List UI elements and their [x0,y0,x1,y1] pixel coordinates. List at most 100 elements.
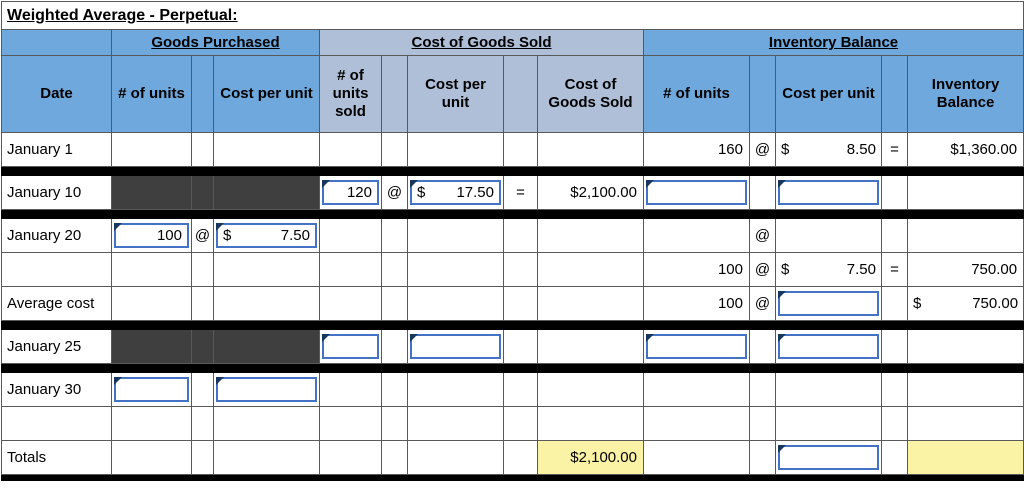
row-average-cost: Average cost 100 @ $750.00 [1,286,1024,321]
shaded-cell [213,329,320,364]
totals-inventory-cost-input[interactable] [778,445,879,470]
flag-icon [410,180,418,188]
empty-cell [643,406,750,441]
average-cost-input[interactable] [778,291,879,316]
empty-cell [111,406,192,441]
empty-cell [643,440,750,475]
empty-cell [381,329,408,364]
at-sign: @ [749,286,776,321]
jan10-inventory-cost-cell [775,175,882,210]
empty-cell [775,406,882,441]
jan20-inventory-units: 100 [643,252,750,287]
empty-cell [213,286,320,321]
totals-cogs-total: $2,100.00 [537,440,644,475]
empty-cell [749,175,776,210]
equals-sign: = [503,175,538,210]
empty-cell [407,440,504,475]
shaded-cell [111,329,192,364]
empty-cell [537,372,644,407]
empty-cell [319,372,382,407]
jan20-purchased-units-value: 100 [156,227,182,244]
jan25-cogs-cost-input[interactable] [410,334,501,359]
at-sign: @ [191,218,214,253]
jan10-units-sold-cell: 120 [319,175,382,210]
jan10-cogs-cost-input[interactable]: $17.50 [410,180,501,205]
average-inventory-balance-value: 750.00 [972,295,1019,312]
jan10-cogs-cost: $17.50 [417,184,494,201]
jan10-inventory-units-input[interactable] [646,180,747,205]
inventory-worksheet: Weighted Average - Perpetual: Goods Purc… [0,1,1024,481]
separator-bar [0,166,1024,176]
jan30-purchased-units-input[interactable] [114,377,189,402]
header-cogs-units-sold: # of units sold [319,55,382,133]
empty-cell [111,440,192,475]
jan25-inventory-cost-input[interactable] [778,334,879,359]
empty-cell [191,252,214,287]
empty-cell [381,218,408,253]
average-inventory-balance: $750.00 [913,295,1018,312]
jan20-purchased-cost-input[interactable]: $7.50 [216,223,317,248]
jan10-inventory-units-cell [643,175,750,210]
flag-icon [646,334,654,342]
empty-cell [407,132,504,167]
section-separator [0,363,1024,373]
jan30-date: January 30 [1,372,112,407]
empty-cell [749,329,776,364]
jan25-date: January 25 [1,329,112,364]
jan25-units-sold-cell [319,329,382,364]
jan25-units-sold-input[interactable] [322,334,379,359]
jan10-inventory-cost-input[interactable] [778,180,879,205]
flag-icon [114,377,122,385]
header-inventory-units: # of units [643,55,750,133]
header-purchased-at-spacer [191,55,214,133]
empty-cell [881,218,908,253]
shaded-cell [111,175,192,210]
jan30-purchased-cost-input[interactable] [216,377,317,402]
header-inventory-cost: Cost per unit [775,55,882,133]
jan25-inventory-units-input[interactable] [646,334,747,359]
header-cogs-eq-spacer [503,55,538,133]
empty-cell [213,406,320,441]
dollar-sign: $ [781,261,790,278]
jan10-units-sold-input[interactable]: 120 [322,180,379,205]
shaded-cell [191,175,214,210]
group-cost-of-goods-sold: Cost of Goods Sold [319,29,644,56]
title-row: Weighted Average - Perpetual: [0,1,1024,30]
empty-cell [319,252,382,287]
empty-cell [537,286,644,321]
empty-cell [906,406,1024,441]
totals-label: Totals [1,440,112,475]
average-cost-label: Average cost [1,286,112,321]
jan10-cogs-cost-value: 17.50 [456,184,494,201]
empty-cell [503,132,538,167]
flag-icon [778,291,786,299]
worksheet-title-cell: Weighted Average - Perpetual: [0,1,1024,30]
header-purchased-cost: Cost per unit [213,55,320,133]
dollar-sign: $ [223,227,232,244]
jan20-inventory-cost-value: 7.50 [846,261,876,278]
jan20-inventory-cost: $7.50 [781,261,876,278]
section-separator [0,166,1024,176]
jan20-purchased-units-input[interactable]: 100 [114,223,189,248]
separator-bar [0,320,1024,330]
section-separator [0,209,1024,219]
empty-cell [1,406,112,441]
bottom-border-bar [0,474,1024,481]
jan1-inventory-cost: $8.50 [781,141,876,158]
empty-cell [319,218,382,253]
header-cogs-total: Cost of Goods Sold [537,55,644,133]
column-header-row: Date # of units Cost per unit # of units… [1,55,1024,133]
header-purchased-units: # of units [111,55,192,133]
flag-icon [646,180,654,188]
totals-inventory-cost-cell [775,440,882,475]
empty-cell [906,218,1024,253]
empty-cell [1,252,112,287]
empty-cell [407,372,504,407]
shaded-cell [191,329,214,364]
empty-cell [111,132,192,167]
empty-cell [319,440,382,475]
row-january-20: January 20 100 @ $7.50 @ [1,218,1024,253]
flag-icon [322,180,330,188]
empty-cell [503,252,538,287]
empty-cell [881,286,908,321]
